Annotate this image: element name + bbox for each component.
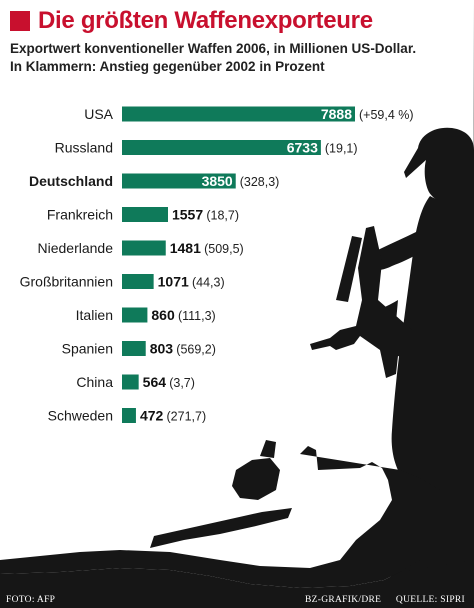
category-label: Großbritannien (20, 274, 113, 290)
change-label: (328,3) (240, 175, 280, 189)
chart-title: Die größten Waffenexporteure (38, 7, 373, 34)
category-label: Spanien (62, 341, 113, 357)
category-label: Schweden (48, 408, 113, 424)
category-label: Deutschland (29, 173, 113, 189)
bar (122, 240, 166, 256)
chart-subtitle: Exportwert konventioneller Waffen 2006, … (10, 40, 465, 76)
change-label: (18,7) (206, 209, 239, 223)
bar (122, 408, 136, 423)
category-label: Frankreich (47, 207, 113, 223)
change-label: (569,2) (176, 343, 216, 357)
bar (122, 274, 154, 289)
change-label: (44,3) (192, 276, 225, 290)
change-label: (3,7) (169, 376, 195, 390)
category-label: Niederlande (38, 240, 114, 256)
change-label: (19,1) (325, 142, 358, 156)
value-label: 1557 (172, 207, 203, 223)
bar (122, 307, 148, 323)
value-label: 6733 (287, 140, 318, 156)
value-label: 564 (143, 374, 167, 390)
bar (122, 173, 236, 189)
change-label: (+59,4 %) (359, 108, 414, 122)
category-label: China (76, 374, 113, 390)
category-label: USA (84, 106, 113, 122)
category-label: Italien (76, 307, 113, 323)
category-label: Russland (55, 140, 113, 156)
header: Die größten Waffenexporteure Exportwert … (10, 7, 465, 76)
change-label: (111,3) (178, 309, 216, 323)
value-label: 860 (151, 307, 175, 323)
value-label: 7888 (321, 106, 352, 122)
bar (122, 207, 168, 222)
bar (122, 106, 355, 122)
change-label: (271,7) (167, 410, 207, 424)
red-square-marker (10, 11, 30, 31)
bar (122, 140, 321, 155)
title-row: Die größten Waffenexporteure (10, 7, 465, 34)
photo-credit: Foto: AFP (6, 595, 56, 605)
value-label: 803 (150, 341, 174, 357)
subtitle-line-1: Exportwert konventioneller Waffen 2006, … (10, 41, 417, 56)
bar (122, 374, 139, 390)
value-label: 1481 (170, 240, 201, 256)
value-label: 1071 (158, 274, 189, 290)
subtitle-line-2: In Klammern: Anstieg gegenüber 2002 in P… (10, 59, 325, 74)
bar (122, 341, 146, 356)
graphic-credit: BZ-Grafik/dre (305, 595, 382, 605)
value-label: 3850 (202, 173, 233, 189)
change-label: (509,5) (204, 242, 244, 256)
value-label: 472 (140, 408, 164, 424)
source-credits: BZ-Grafik/dre Quelle: SIPRI (293, 595, 465, 605)
source-credit: Quelle: SIPRI (395, 595, 465, 605)
